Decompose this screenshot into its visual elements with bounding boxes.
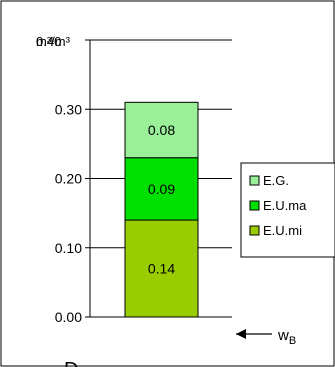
axes: [85, 39, 232, 318]
legend-swatch-0: [249, 175, 260, 186]
wb-label: wB: [277, 327, 296, 347]
bar-segment-2: [124, 101, 199, 159]
y-tick-label-0: 0.00: [55, 309, 82, 325]
legend-label-1: E.U.ma: [263, 198, 307, 213]
bar-segment-1: [124, 157, 199, 221]
data-label-2: 0.08: [148, 122, 175, 138]
legend-label-2: E.U.mi: [263, 223, 302, 238]
data-label-0: 0.14: [148, 261, 175, 277]
y-tick-label-3: 0.30: [55, 101, 82, 117]
bottom-caption: D: [64, 359, 78, 367]
labels: 0.00 0.10 0.20 0.30 0.14 0.09 0.08: [55, 101, 176, 325]
wb-label-sub: B: [289, 335, 296, 347]
y-tick-label-2: 0.20: [55, 171, 82, 187]
y-unit-label: m³/m³: [36, 34, 71, 49]
y-tick-label-1: 0.10: [55, 240, 82, 256]
y-top-tick-label: 0.40: [36, 34, 61, 49]
legend: E.G. E.U.ma E.U.mi: [240, 162, 335, 258]
legend-swatch-2: [249, 225, 260, 236]
wb-label-main: w: [277, 327, 289, 344]
wb-annotation: wB: [236, 327, 296, 347]
legend-label-0: E.G.: [263, 173, 289, 188]
arrow-head-icon: [236, 329, 246, 339]
data-label-1: 0.09: [148, 181, 175, 197]
legend-swatch-1: [249, 200, 260, 211]
